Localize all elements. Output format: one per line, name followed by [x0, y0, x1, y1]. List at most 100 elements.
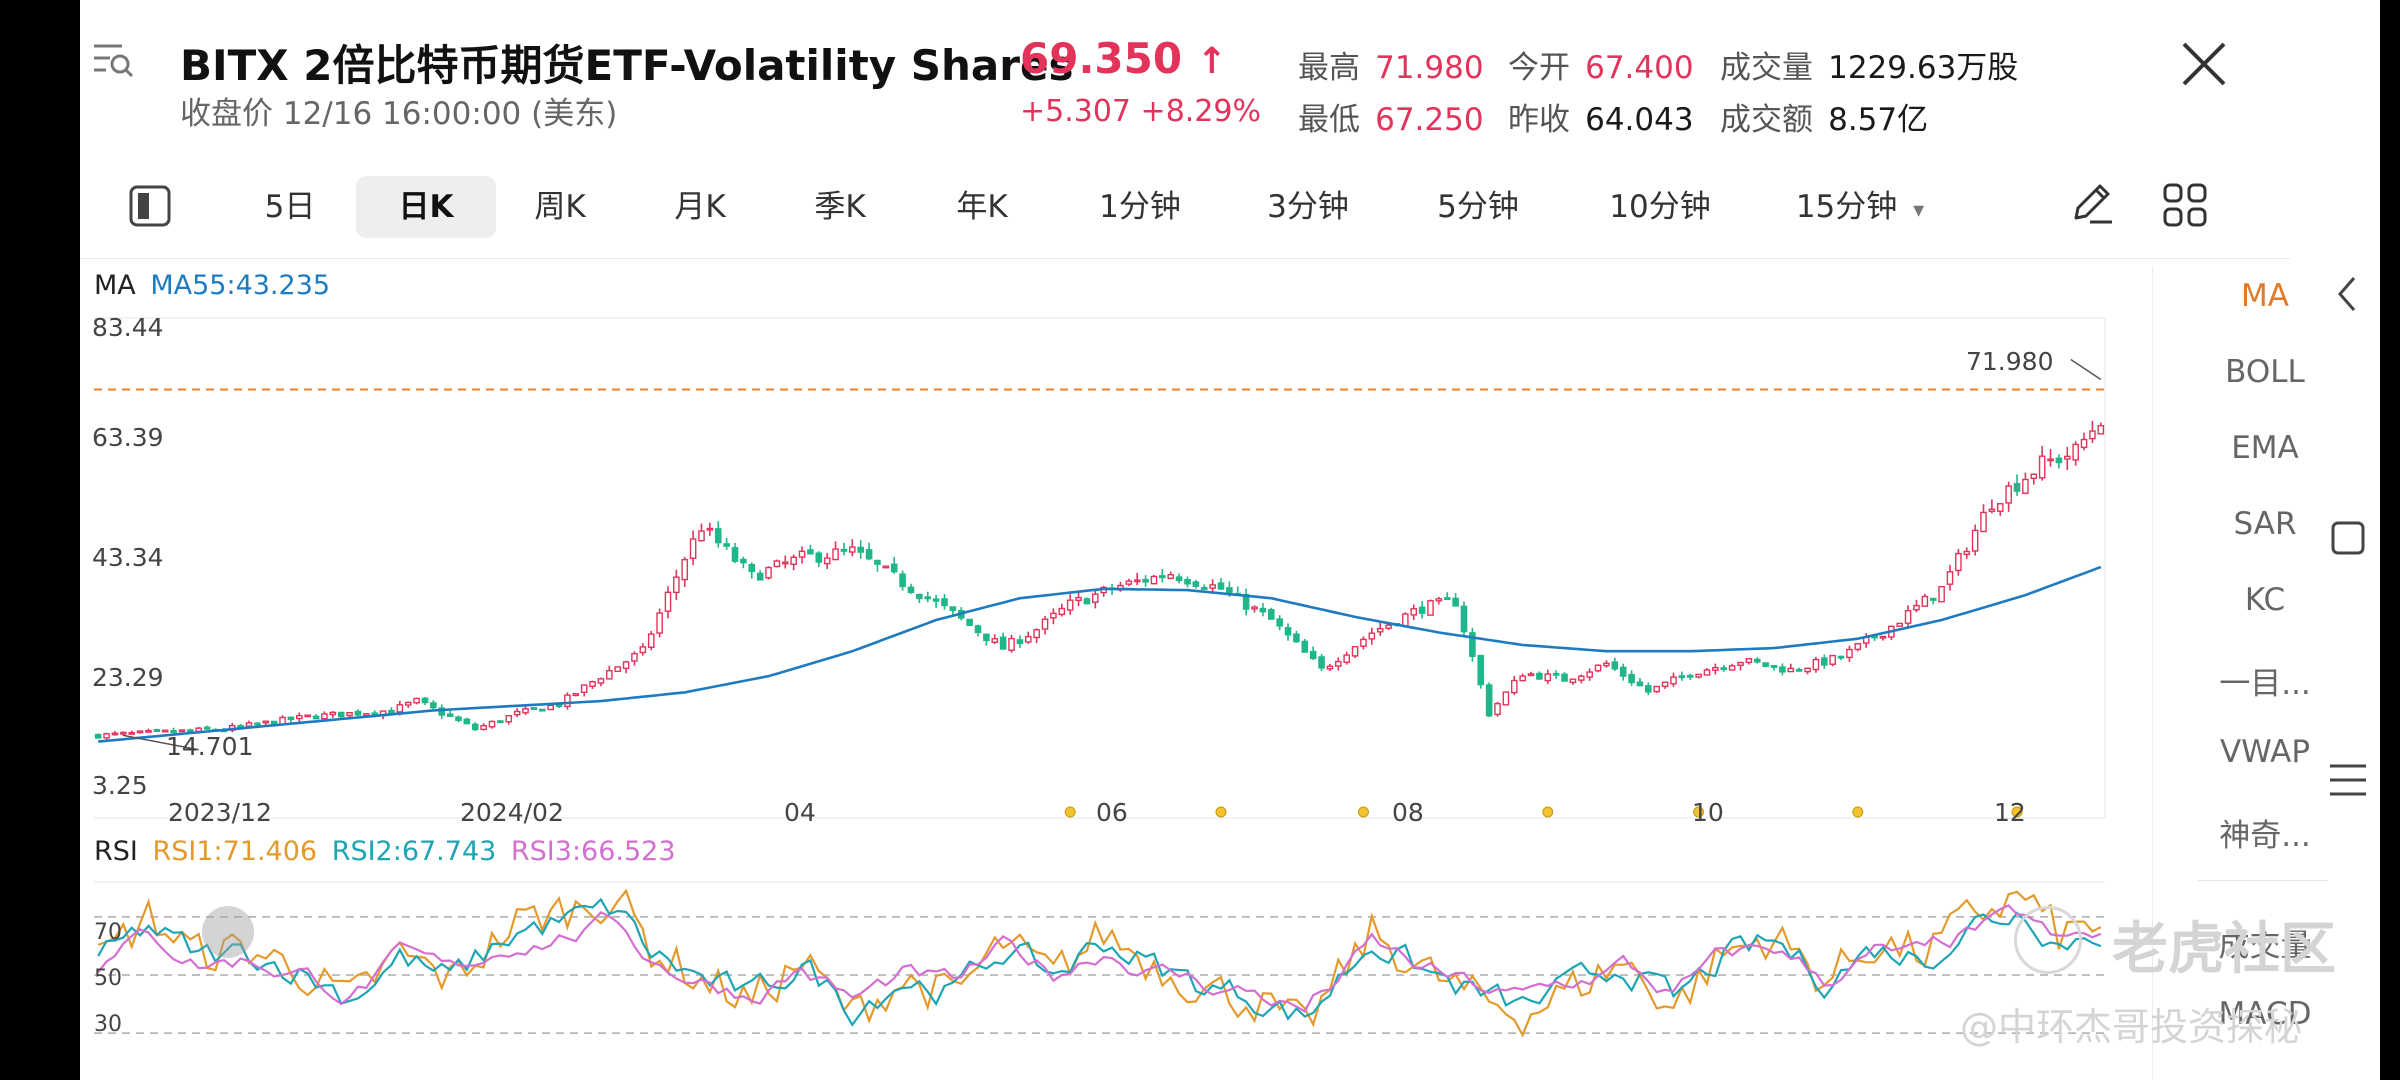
candle-body: [170, 730, 177, 733]
tab-5day[interactable]: 5日: [264, 189, 316, 225]
stat-volume-value: 1229.63万股: [1828, 50, 2019, 86]
candle-body: [899, 573, 906, 588]
list-search-icon[interactable]: [92, 40, 136, 80]
indicator-ichimoku[interactable]: 一目...: [2219, 666, 2311, 702]
candle-body: [178, 729, 186, 733]
candle-body: [1192, 581, 1200, 587]
candle-body: [1611, 661, 1619, 670]
chevron-left-icon[interactable]: [2332, 274, 2362, 314]
candle-body: [136, 730, 144, 734]
candle-body: [664, 591, 672, 612]
rsi2-line: [97, 897, 2102, 1027]
candle-body: [1829, 654, 1836, 665]
tab-15min[interactable]: 15分钟 ▾: [1780, 176, 1940, 238]
indicator-boll[interactable]: BOLL: [2225, 354, 2305, 390]
candle-body: [1075, 596, 1082, 602]
candle-body: [723, 543, 730, 547]
candle-body: [2055, 457, 2063, 464]
tab-yearly[interactable]: 年K: [956, 189, 1008, 225]
stat-open-value: 67.400: [1585, 50, 1694, 86]
up-arrow-icon: ↑: [1196, 41, 1227, 82]
candle-body: [1712, 666, 1719, 671]
candle-body: [1963, 550, 1971, 556]
tab-1min[interactable]: 1分钟: [1099, 189, 1181, 225]
close-icon[interactable]: [2180, 40, 2228, 88]
candle-body: [1150, 575, 1158, 585]
candle-body: [1678, 675, 1686, 679]
indicator-macd[interactable]: MACD: [2218, 996, 2312, 1032]
candle-body: [153, 729, 161, 732]
candle-body: [999, 636, 1007, 650]
chart-layout-icon[interactable]: [128, 184, 172, 228]
grid-layout-icon[interactable]: [2162, 182, 2208, 228]
price-change: +5.307 +8.29%: [1020, 94, 1261, 129]
candle-body: [1469, 632, 1476, 657]
event-marker: [1693, 806, 1705, 818]
candle-body: [94, 733, 102, 739]
chevron-down-icon: ▾: [1913, 198, 1925, 223]
rsi-legend-label: RSI: [94, 836, 138, 867]
candle-body: [1167, 574, 1175, 580]
candle-body: [1787, 667, 1795, 673]
stat-volume: 成交量 1229.63万股: [1720, 42, 2018, 87]
overview-square-icon[interactable]: [2330, 520, 2366, 556]
candle-body: [1527, 673, 1535, 677]
candle-body: [564, 694, 571, 708]
rsi-tick-label: 30: [94, 1012, 122, 1037]
y-tick-label: 23.29: [92, 663, 164, 692]
candle-body: [1092, 593, 1099, 603]
stat-volume-label: 成交量: [1720, 50, 1813, 86]
candle-body: [597, 678, 605, 684]
candle-body: [1209, 584, 1216, 589]
candle-body: [1804, 667, 1811, 673]
tab-quarterly[interactable]: 季K: [814, 189, 866, 225]
candle-body: [622, 661, 630, 670]
min-price-label: 14.701: [166, 732, 254, 761]
candle-body: [463, 718, 471, 725]
candle-body: [1753, 658, 1761, 663]
indicator-ma[interactable]: MA: [2241, 278, 2289, 314]
candle-body: [1971, 529, 1979, 552]
draw-pen-icon[interactable]: [2068, 180, 2116, 228]
menu-icon[interactable]: [2328, 762, 2368, 798]
candle-body: [1578, 675, 1585, 681]
candle-body: [128, 731, 136, 735]
candle-body: [1443, 597, 1451, 601]
candle-body: [1770, 664, 1778, 668]
indicator-ema[interactable]: EMA: [2231, 430, 2299, 466]
candle-body: [555, 704, 563, 708]
indicator-kc[interactable]: KC: [2244, 582, 2286, 618]
candle-body: [874, 559, 881, 565]
candle-body: [295, 714, 303, 720]
candle-body: [1301, 640, 1309, 653]
candle-body: [1452, 597, 1459, 607]
candle-body: [647, 633, 655, 648]
tab-10min[interactable]: 10分钟: [1609, 189, 1711, 225]
candle-body: [756, 572, 764, 581]
candle-body: [430, 702, 437, 709]
indicator-vwap[interactable]: VWAP: [2219, 734, 2311, 770]
indicator-volume[interactable]: 成交量: [2218, 928, 2312, 964]
candle-body: [1762, 662, 1769, 667]
candle-body: [1645, 685, 1652, 693]
candle-body: [1284, 627, 1292, 636]
candle-body: [371, 712, 378, 716]
candle-body: [1728, 665, 1736, 671]
tab-daily[interactable]: 日K: [356, 176, 496, 238]
candlestick-chart[interactable]: [80, 300, 2120, 840]
indicator-sar[interactable]: SAR: [2233, 506, 2297, 542]
tab-weekly[interactable]: 周K: [534, 189, 586, 225]
watermark-brand: 老虎社区: [2112, 917, 2336, 982]
candle-body: [790, 556, 797, 565]
tab-3min[interactable]: 3分钟: [1267, 189, 1349, 225]
candle-body: [1008, 637, 1015, 651]
y-tick-label: 43.34: [92, 543, 164, 572]
candle-body: [530, 707, 538, 710]
tab-monthly[interactable]: 月K: [674, 189, 726, 225]
stat-turnover-value: 8.57亿: [1828, 102, 1929, 138]
candle-body: [580, 684, 588, 694]
indicator-magic[interactable]: 神奇...: [2219, 818, 2311, 854]
rsi-chart[interactable]: [80, 870, 2120, 1070]
candle-body: [572, 693, 580, 697]
tab-5min[interactable]: 5分钟: [1437, 189, 1519, 225]
